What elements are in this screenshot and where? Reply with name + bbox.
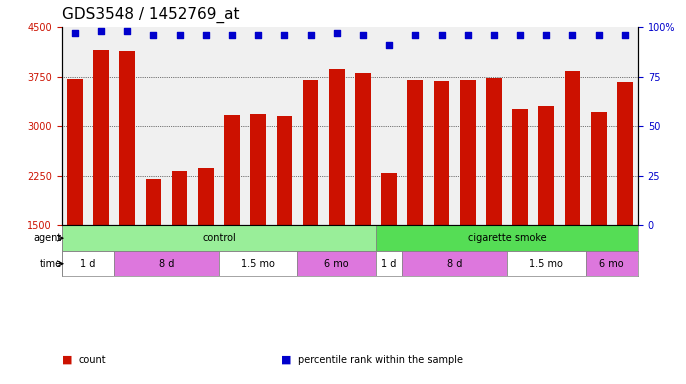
Point	[462, 32, 473, 38]
Bar	[355, 73, 371, 325]
FancyBboxPatch shape	[114, 251, 219, 276]
Point	[436, 32, 447, 38]
Text: 6 mo: 6 mo	[324, 259, 349, 269]
Bar	[119, 51, 135, 325]
Point	[357, 32, 368, 38]
Point	[567, 32, 578, 38]
Text: percentile rank within the sample: percentile rank within the sample	[298, 355, 464, 365]
Bar	[407, 80, 423, 325]
Bar	[67, 78, 83, 325]
Text: 1 d: 1 d	[80, 259, 95, 269]
Bar	[565, 71, 580, 325]
Point	[252, 32, 263, 38]
FancyBboxPatch shape	[402, 251, 507, 276]
Text: 1.5 mo: 1.5 mo	[241, 259, 275, 269]
Bar	[486, 78, 501, 325]
Bar	[250, 114, 266, 325]
Text: 8 d: 8 d	[447, 259, 462, 269]
Bar	[93, 50, 109, 325]
Point	[279, 32, 290, 38]
Text: GDS3548 / 1452769_at: GDS3548 / 1452769_at	[62, 7, 239, 23]
FancyBboxPatch shape	[586, 251, 638, 276]
Point	[305, 32, 316, 38]
Point	[200, 32, 211, 38]
Point	[331, 30, 342, 36]
Text: 6 mo: 6 mo	[600, 259, 624, 269]
FancyBboxPatch shape	[298, 251, 376, 276]
Point	[619, 32, 630, 38]
Text: time: time	[40, 259, 62, 269]
Point	[514, 32, 525, 38]
Bar	[434, 81, 449, 325]
Text: cigarette smoke: cigarette smoke	[468, 233, 546, 243]
Point	[410, 32, 421, 38]
Point	[148, 32, 159, 38]
Bar	[512, 109, 528, 325]
Text: 1.5 mo: 1.5 mo	[530, 259, 563, 269]
Point	[541, 32, 552, 38]
Bar	[381, 173, 397, 325]
Text: count: count	[79, 355, 106, 365]
FancyBboxPatch shape	[376, 225, 638, 251]
Bar	[145, 179, 161, 325]
Bar	[224, 115, 240, 325]
Text: ■: ■	[281, 355, 292, 365]
FancyBboxPatch shape	[376, 251, 402, 276]
Text: ■: ■	[62, 355, 72, 365]
Text: 1 d: 1 d	[381, 259, 397, 269]
Point	[226, 32, 237, 38]
FancyBboxPatch shape	[507, 251, 586, 276]
Bar	[460, 80, 475, 325]
Bar	[276, 116, 292, 325]
Point	[383, 42, 394, 48]
Point	[121, 28, 132, 34]
Bar	[172, 171, 187, 325]
Text: control: control	[202, 233, 236, 243]
Bar	[198, 168, 213, 325]
FancyBboxPatch shape	[219, 251, 298, 276]
FancyBboxPatch shape	[62, 251, 114, 276]
Point	[69, 30, 80, 36]
Bar	[539, 106, 554, 325]
Bar	[303, 80, 318, 325]
Point	[488, 32, 499, 38]
FancyBboxPatch shape	[62, 225, 376, 251]
Point	[95, 28, 106, 34]
Point	[593, 32, 604, 38]
Bar	[617, 83, 632, 325]
Text: 8 d: 8 d	[159, 259, 174, 269]
Bar	[329, 69, 344, 325]
Text: agent: agent	[34, 233, 62, 243]
Point	[174, 32, 185, 38]
Bar	[591, 112, 606, 325]
